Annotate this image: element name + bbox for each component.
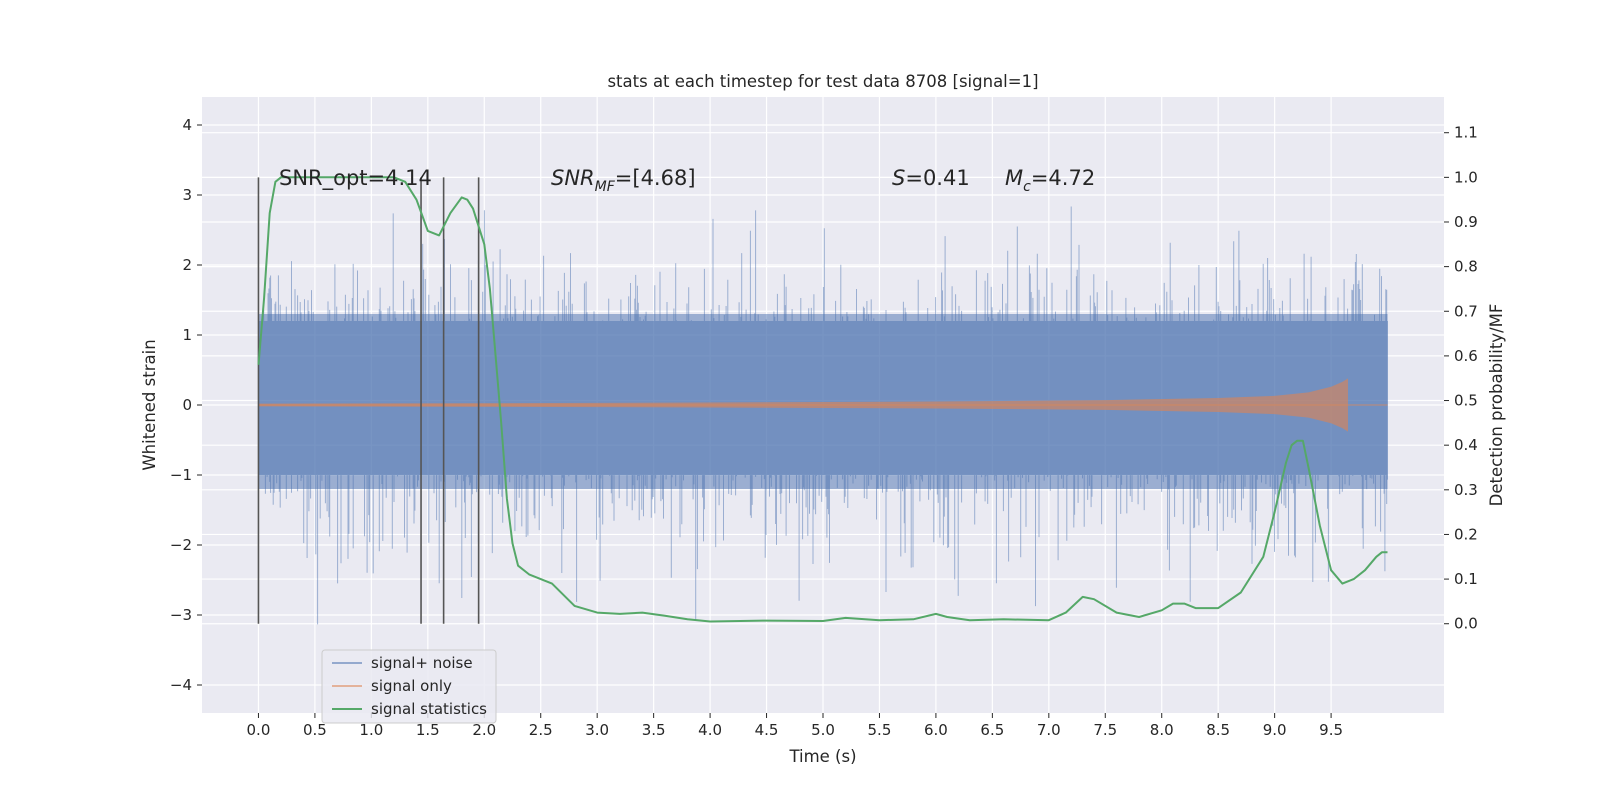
annotation-s-var: S: [892, 166, 905, 190]
x-tick-label-6: 3.0: [585, 721, 609, 739]
x-tick-label-16: 8.0: [1150, 721, 1174, 739]
y-right-tick-label-10: 1.0: [1454, 168, 1478, 186]
x-tick-label-18: 9.0: [1263, 721, 1287, 739]
annotation-s: S=0.41: [892, 166, 970, 190]
x-tick-label-3: 1.5: [416, 721, 440, 739]
y-right-tick-label-11: 1.1: [1454, 124, 1478, 142]
y-left-tick-label-1: −3: [170, 606, 192, 624]
y-right-tick-label-7: 0.7: [1454, 302, 1478, 320]
y-right-axis-ticks: 0.0 0.1 0.2 0.3 0.4 0.5 0.6 0.7 0.8 0.9 1.0 1.1: [1444, 124, 1478, 633]
y-right-tick-label-8: 0.8: [1454, 258, 1478, 276]
y-left-tick-label-3: −1: [170, 466, 192, 484]
y-right-tick-label-2: 0.2: [1454, 525, 1478, 543]
annotation-mc-var: M: [1005, 166, 1023, 190]
y-right-tick-label-0: 0.0: [1454, 615, 1478, 633]
x-tick-label-7: 3.5: [642, 721, 666, 739]
x-tick-label-12: 6.0: [924, 721, 948, 739]
x-tick-label-2: 1.0: [359, 721, 383, 739]
x-tick-label-15: 7.5: [1093, 721, 1117, 739]
y-right-tick-label-3: 0.3: [1454, 481, 1478, 499]
x-tick-label-19: 9.5: [1319, 721, 1343, 739]
x-tick-label-17: 8.5: [1206, 721, 1230, 739]
legend-label-signal-only: signal only: [371, 677, 452, 695]
y-left-axis-ticks: −4 −3 −2 −1 0 1 2 3 4: [170, 116, 202, 694]
y-left-tick-label-0: −4: [170, 676, 192, 694]
y-left-tick-label-5: 1: [182, 326, 192, 344]
y-left-tick-label-4: 0: [182, 396, 192, 414]
x-tick-label-14: 7.0: [1037, 721, 1061, 739]
y-right-tick-label-1: 0.1: [1454, 570, 1478, 588]
x-tick-label-11: 5.5: [868, 721, 892, 739]
series-signal-only: [258, 378, 1388, 432]
x-tick-label-0: 0.0: [247, 721, 271, 739]
y-left-tick-label-7: 3: [182, 186, 192, 204]
y-right-tick-label-6: 0.6: [1454, 347, 1478, 365]
annotation-snr-opt: SNR_opt=4.14: [279, 166, 432, 191]
x-tick-label-4: 2.0: [472, 721, 496, 739]
series-signal-statistics: [257, 176, 1388, 623]
annotation-s-value: =0.41: [905, 166, 969, 190]
statistics-line: [257, 176, 1388, 623]
vertical-markers: [257, 177, 480, 624]
legend-label-signal-noise: signal+ noise: [371, 654, 473, 672]
y-left-tick-label-6: 2: [182, 256, 192, 274]
annotation-mc: Mc=4.72: [1005, 166, 1095, 195]
annotation-snr-mf-value: =[4.68]: [615, 166, 696, 190]
y-right-axis-label: Detection probability/MF: [1487, 304, 1506, 507]
annotation-mc-value: =4.72: [1031, 166, 1095, 190]
x-tick-label-9: 4.5: [755, 721, 779, 739]
x-tick-label-8: 4.0: [698, 721, 722, 739]
annotation-snr-mf-base: SNR: [551, 166, 595, 190]
x-tick-label-5: 2.5: [529, 721, 553, 739]
y-right-tick-label-9: 0.9: [1454, 213, 1478, 231]
y-right-tick-label-5: 0.5: [1454, 392, 1478, 410]
y-left-axis-label: Whitened strain: [140, 339, 159, 470]
chart-title: stats at each timestep for test data 870…: [607, 72, 1038, 91]
x-tick-label-10: 5.0: [811, 721, 835, 739]
x-axis-label: Time (s): [788, 747, 856, 766]
y-left-tick-label-8: 4: [182, 116, 192, 134]
legend-label-signal-statistics: signal statistics: [371, 700, 487, 718]
legend-box: [321, 649, 497, 724]
x-tick-label-1: 0.5: [303, 721, 327, 739]
x-axis-ticks: 0.0 0.5 1.0 1.5 2.0 2.5 3.0 3.5 4.0 4.5 5.0 5.5 6.0 6…: [247, 713, 1343, 739]
annotation-snr-mf: SNRMF=[4.68]: [551, 166, 696, 195]
x-tick-label-13: 6.5: [980, 721, 1004, 739]
y-right-tick-label-4: 0.4: [1454, 436, 1478, 454]
annotation-snr-mf-sub: MF: [595, 179, 616, 195]
y-left-tick-label-2: −2: [170, 536, 192, 554]
annotation-mc-sub: c: [1023, 179, 1031, 195]
legend: signal+ noise signal only signal statist…: [321, 649, 497, 724]
